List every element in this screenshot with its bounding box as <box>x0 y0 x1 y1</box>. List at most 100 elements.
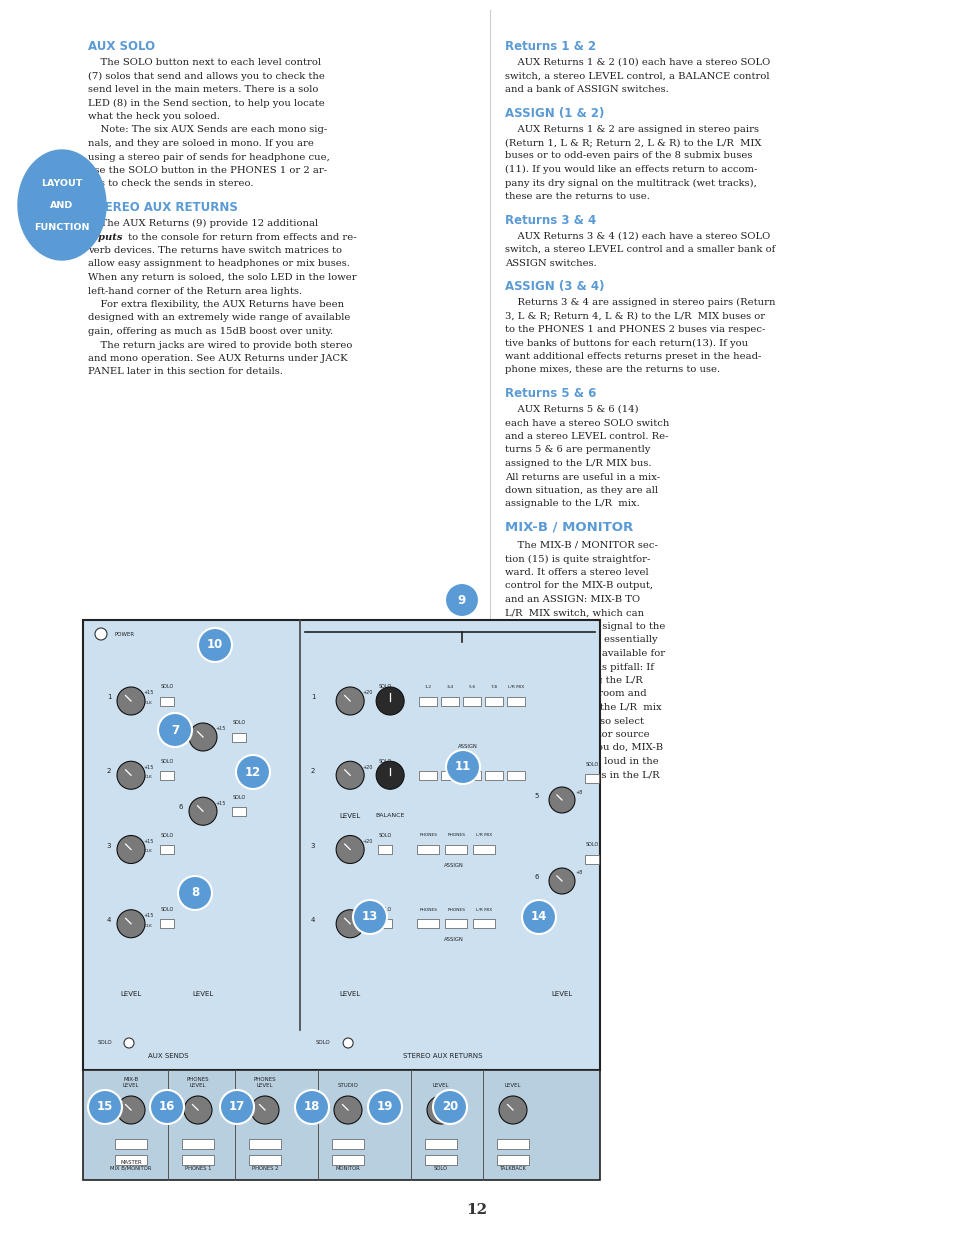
Text: 10: 10 <box>207 638 223 652</box>
Text: ASSIGN switches.: ASSIGN switches. <box>504 258 597 268</box>
Text: PHONES: PHONES <box>418 908 436 911</box>
Text: 12: 12 <box>466 1203 487 1216</box>
Text: BALANCE: BALANCE <box>375 814 404 819</box>
Bar <box>462 771 480 779</box>
Text: SOLO: SOLO <box>585 762 598 767</box>
Text: and mono operation. See AUX Returns under JACK: and mono operation. See AUX Returns unde… <box>88 354 347 363</box>
Circle shape <box>184 1095 212 1124</box>
Circle shape <box>368 1091 401 1124</box>
Text: SOLO: SOLO <box>314 1041 330 1046</box>
Text: mix in the control room and: mix in the control room and <box>504 689 646 699</box>
Bar <box>445 919 467 929</box>
Text: LEVEL: LEVEL <box>433 1083 449 1088</box>
Text: SOLO: SOLO <box>160 758 173 763</box>
Text: main L/R Mix. This essentially: main L/R Mix. This essentially <box>504 636 657 645</box>
Text: 4: 4 <box>107 916 112 923</box>
Text: these are the returns to use.: these are the returns to use. <box>504 191 649 201</box>
Bar <box>332 1155 364 1165</box>
Text: 8: 8 <box>191 887 199 899</box>
Text: +20: +20 <box>362 764 373 769</box>
Text: 6: 6 <box>535 874 538 881</box>
Text: Note: The six AUX Sends are each mono sig-: Note: The six AUX Sends are each mono si… <box>88 126 327 135</box>
Bar <box>418 697 436 705</box>
Text: +15: +15 <box>215 726 226 731</box>
Text: SOLO: SOLO <box>160 832 173 839</box>
Circle shape <box>117 1095 145 1124</box>
Text: STUDIO: STUDIO <box>337 1083 358 1088</box>
Text: SOLO: SOLO <box>434 1166 448 1171</box>
Circle shape <box>95 629 107 640</box>
Text: LAYOUT: LAYOUT <box>41 179 83 188</box>
Text: gain, offering as much as 15dB boost over unity.: gain, offering as much as 15dB boost ove… <box>88 327 333 336</box>
Text: PHONES
LEVEL: PHONES LEVEL <box>187 1077 209 1088</box>
Text: ward. It offers a stereo level: ward. It offers a stereo level <box>504 568 648 577</box>
Text: PHONES: PHONES <box>447 908 465 911</box>
Circle shape <box>124 1037 133 1049</box>
Text: LEVEL: LEVEL <box>504 1083 520 1088</box>
Text: verb devices. The returns have switch matrices to: verb devices. The returns have switch ma… <box>88 246 341 254</box>
Bar <box>497 1139 529 1149</box>
Text: +15: +15 <box>144 913 154 919</box>
Circle shape <box>427 1095 455 1124</box>
Text: 1-2: 1-2 <box>424 685 432 689</box>
Text: The SOLO button next to each level control: The SOLO button next to each level contr… <box>88 58 320 67</box>
Text: 13: 13 <box>361 910 377 924</box>
Circle shape <box>334 1095 361 1124</box>
Circle shape <box>548 787 575 813</box>
Bar <box>83 620 599 1070</box>
Text: The MIX-B / MONITOR sec-: The MIX-B / MONITOR sec- <box>504 541 658 550</box>
Text: LEVEL: LEVEL <box>193 990 213 997</box>
Text: PANEL later in this section for details.: PANEL later in this section for details. <box>88 368 283 377</box>
Text: CLK: CLK <box>145 924 152 927</box>
Circle shape <box>220 1091 253 1124</box>
Text: 16: 16 <box>158 1100 175 1114</box>
Text: MIX-B
LEVEL: MIX-B LEVEL <box>123 1077 139 1088</box>
Circle shape <box>335 910 364 937</box>
Text: 12: 12 <box>245 766 261 778</box>
Circle shape <box>335 761 364 789</box>
Text: AUX SOLO: AUX SOLO <box>88 40 155 53</box>
Text: Returns 3 & 4: Returns 3 & 4 <box>504 214 596 226</box>
Text: 18: 18 <box>303 1100 320 1114</box>
Text: want additional effects returns preset in the head-: want additional effects returns preset i… <box>504 352 760 361</box>
Text: SOLO: SOLO <box>378 908 392 913</box>
Text: 11: 11 <box>455 761 471 773</box>
Bar <box>462 697 480 705</box>
Bar <box>182 1155 213 1165</box>
Text: to the console for return from effects and re-: to the console for return from effects a… <box>125 232 356 242</box>
Text: 17: 17 <box>229 1100 245 1114</box>
Text: 5-6: 5-6 <box>468 685 476 689</box>
Text: +20: +20 <box>362 690 373 695</box>
Bar <box>416 845 438 853</box>
Text: 3: 3 <box>107 842 112 848</box>
Text: When any return is soloed, the solo LED in the lower: When any return is soloed, the solo LED … <box>88 273 356 282</box>
Text: SOLO: SOLO <box>378 832 392 839</box>
Text: inputs: inputs <box>88 232 123 242</box>
Text: AUX SENDS: AUX SENDS <box>148 1053 188 1060</box>
Text: mix!: mix! <box>504 784 527 793</box>
Text: TALKBACK: TALKBACK <box>499 1166 526 1171</box>
Text: each have a stereo SOLO switch: each have a stereo SOLO switch <box>504 419 669 427</box>
Text: eas to check the sends in stereo.: eas to check the sends in stereo. <box>88 179 253 189</box>
Bar <box>424 1139 456 1149</box>
Bar <box>584 855 598 863</box>
Text: AUX Returns 5 & 6 (14): AUX Returns 5 & 6 (14) <box>504 405 638 414</box>
Text: SOLO: SOLO <box>378 684 392 689</box>
Circle shape <box>117 687 145 715</box>
Bar <box>249 1139 281 1149</box>
Text: 2: 2 <box>107 768 112 774</box>
Bar <box>424 1155 456 1165</box>
Circle shape <box>88 1091 122 1124</box>
Text: pany its dry signal on the multitrack (wet tracks),: pany its dry signal on the multitrack (w… <box>504 179 756 188</box>
Text: 2: 2 <box>311 768 315 774</box>
Text: PHONES: PHONES <box>447 834 465 837</box>
Circle shape <box>117 836 145 863</box>
Text: what the heck you soloed.: what the heck you soloed. <box>88 112 219 121</box>
Circle shape <box>446 750 479 784</box>
Text: 15: 15 <box>96 1100 113 1114</box>
Text: ASSIGN: ASSIGN <box>444 863 463 868</box>
Text: PHONES
LEVEL: PHONES LEVEL <box>253 1077 276 1088</box>
Text: +15: +15 <box>144 839 154 844</box>
Text: and an ASSIGN: MIX-B TO: and an ASSIGN: MIX-B TO <box>504 595 639 604</box>
Text: down situation, as they are all: down situation, as they are all <box>504 487 658 495</box>
